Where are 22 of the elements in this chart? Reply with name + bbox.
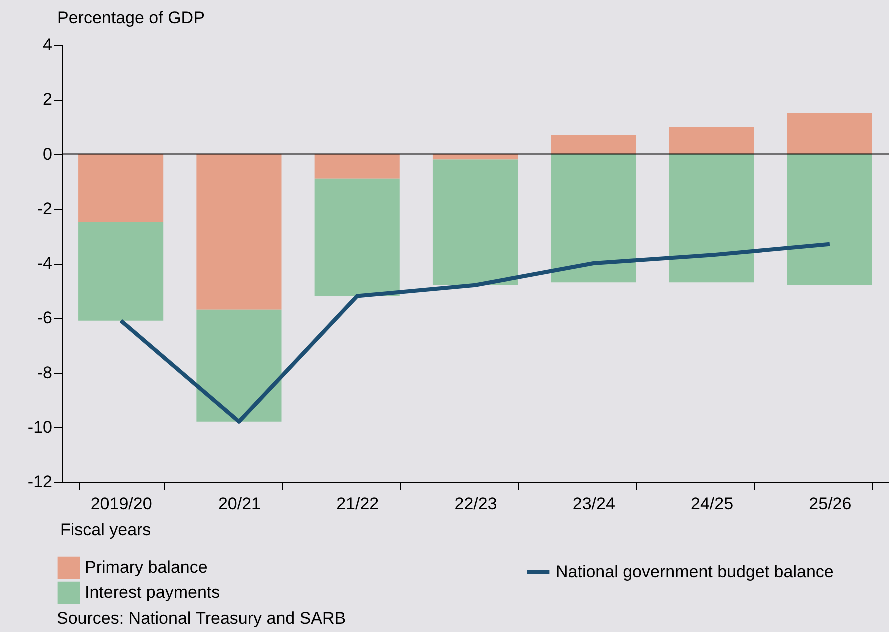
y-tick-label: 2 xyxy=(43,90,52,110)
y-tick-label: -8 xyxy=(37,363,52,382)
x-tick-label: 25/26 xyxy=(809,494,852,514)
x-tick-label: 23/24 xyxy=(572,494,616,514)
y-tick-label: 0 xyxy=(43,144,52,164)
x-tick-label: 20/21 xyxy=(218,494,261,514)
y-axis-title: Percentage of GDP xyxy=(58,8,205,28)
legend-label: Interest payments xyxy=(85,583,220,602)
y-tick-label: -10 xyxy=(28,418,52,437)
x-tick-label: 2019/20 xyxy=(90,494,152,514)
x-tick-label: 24/25 xyxy=(691,494,734,514)
x-tick-label: 21/22 xyxy=(336,494,380,514)
y-tick-label: -12 xyxy=(28,472,52,492)
legend-label: National government budget balance xyxy=(556,562,834,582)
y-tick-label: -4 xyxy=(37,254,52,273)
y-tick-label: -6 xyxy=(37,308,52,328)
x-tick-label: 22/23 xyxy=(454,494,498,514)
x-axis-title: Fiscal years xyxy=(60,520,152,540)
y-tick-label: 4 xyxy=(43,36,52,54)
legend-label: Primary balance xyxy=(85,558,208,577)
source-note: Sources: National Treasury and SARB xyxy=(57,609,346,628)
y-tick-label: -2 xyxy=(37,199,52,218)
